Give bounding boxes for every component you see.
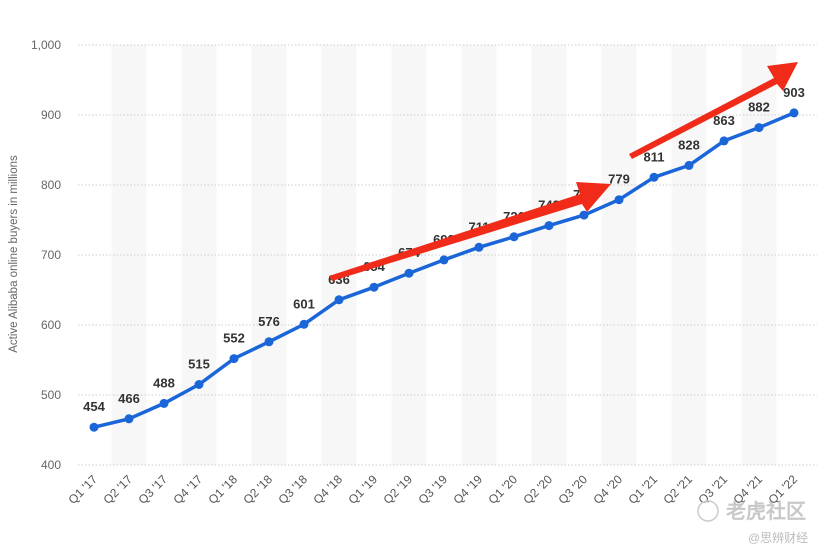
data-label: 779: [608, 172, 630, 187]
data-point: [719, 136, 729, 146]
y-tick-label: 900: [41, 108, 61, 122]
x-tick-label: Q3 '17: [135, 472, 170, 507]
red-arrow-q4-20-to-q1-22: [629, 62, 798, 159]
y-axis-ticks: 400 500 600 700 800 900 1,000: [31, 38, 61, 472]
x-tick-label: Q2 '21: [660, 472, 695, 507]
data-point: [264, 337, 274, 347]
trend-arrows: [329, 62, 798, 281]
data-label: 466: [118, 391, 140, 406]
data-label: 488: [153, 375, 175, 390]
data-point: [194, 380, 204, 389]
y-tick-label: 800: [41, 178, 61, 192]
x-tick-label: Q1 '18: [205, 472, 240, 507]
data-label: 552: [223, 331, 245, 346]
x-tick-label: Q3 '19: [415, 472, 450, 507]
y-axis-label: Active Alibaba online buyers in millions: [8, 155, 20, 353]
data-point: [159, 398, 169, 408]
watermark: 老虎社区 @思辨财经: [697, 499, 808, 545]
x-tick-label: Q4 '17: [170, 472, 205, 507]
data-point: [614, 195, 624, 205]
data-point: [789, 108, 799, 118]
data-label: 828: [678, 137, 700, 152]
watermark-logo-icon: [697, 500, 719, 522]
data-point: [474, 242, 484, 252]
y-tick-label: 1,000: [31, 38, 61, 52]
data-point: [579, 210, 589, 220]
data-label: 882: [748, 100, 770, 115]
watermark-main: 老虎社区: [726, 499, 806, 523]
data-point: [439, 255, 449, 265]
data-points: [89, 108, 799, 432]
data-labels: 4544664885155525766016366546746937117267…: [83, 85, 805, 414]
red-arrow-q4-18-to-q4-20: [329, 182, 611, 281]
data-point: [369, 282, 379, 292]
x-tick-label: Q2 '18: [240, 472, 275, 507]
watermark-sub: @思辨财经: [748, 531, 808, 545]
data-point: [649, 172, 659, 182]
x-tick-label: Q2 '19: [380, 472, 415, 507]
y-tick-label: 400: [41, 458, 61, 472]
data-label: 863: [713, 113, 735, 128]
data-point: [229, 354, 239, 364]
x-tick-label: Q1 '20: [485, 472, 520, 507]
data-point: [299, 319, 309, 329]
data-label: 454: [83, 399, 105, 414]
y-tick-label: 500: [41, 388, 61, 402]
x-tick-label: Q3 '18: [275, 472, 310, 507]
x-tick-label: Q3 '20: [555, 472, 590, 507]
data-point: [544, 221, 554, 231]
data-label: 811: [644, 149, 665, 164]
x-tick-label: Q2 '20: [520, 472, 555, 507]
data-point: [89, 422, 99, 432]
data-point: [509, 232, 519, 242]
data-point: [124, 414, 134, 424]
data-point: [334, 295, 344, 305]
y-tick-label: 600: [41, 318, 61, 332]
x-tick-label: Q1 '17: [65, 472, 100, 507]
x-tick-label: Q1 '21: [625, 472, 660, 507]
gridlines: [78, 44, 817, 466]
x-axis-ticks: Q1 '17 Q2 '17 Q3 '17 Q4 '17 Q1 '18 Q2 '18 Q3 '…: [65, 472, 800, 507]
y-tick-label: 700: [41, 248, 61, 262]
data-label: 515: [188, 357, 210, 372]
x-tick-label: Q1 '19: [345, 472, 380, 507]
data-label: 903: [783, 85, 805, 100]
x-tick-label: Q4 '19: [450, 472, 485, 507]
data-label: 601: [293, 296, 315, 311]
data-point: [404, 268, 414, 278]
x-tick-label: Q4 '18: [310, 472, 345, 507]
x-tick-label: Q2 '17: [100, 472, 135, 507]
data-point: [754, 123, 764, 133]
x-tick-label: Q4 '20: [590, 472, 625, 507]
data-label: 576: [258, 314, 280, 329]
data-point: [684, 160, 694, 170]
